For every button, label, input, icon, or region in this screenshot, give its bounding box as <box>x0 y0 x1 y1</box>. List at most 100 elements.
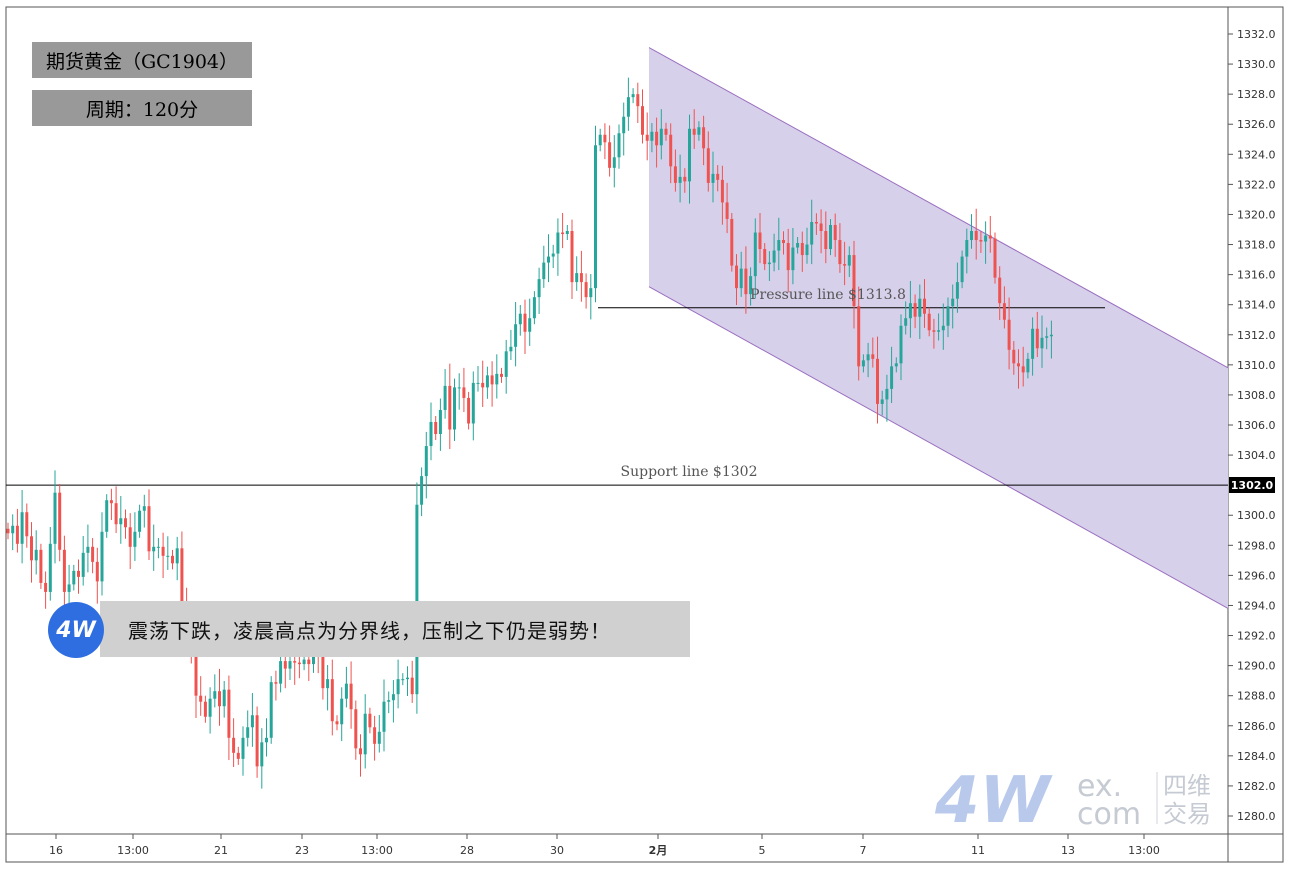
candle-body <box>810 221 814 245</box>
candle-body <box>955 282 959 299</box>
candle-body <box>805 244 809 256</box>
watermark-ex: ex. <box>1077 769 1122 804</box>
candle-body <box>899 325 903 364</box>
candle-body <box>556 232 560 254</box>
candle-body <box>871 354 875 359</box>
current-price-label: 1302.0 <box>1231 479 1274 492</box>
y-tick-label: 1304.0 <box>1237 449 1276 462</box>
candle-body <box>678 176 682 183</box>
candle-body <box>410 677 414 695</box>
candle-body <box>105 500 109 532</box>
candle-body <box>598 134 602 146</box>
candle-body <box>829 224 832 250</box>
candle-body <box>326 679 330 689</box>
candle-body <box>420 476 424 505</box>
candle-body <box>194 652 198 696</box>
candle-body <box>763 249 767 265</box>
candle-body <box>631 94 635 98</box>
candle-body <box>523 313 527 332</box>
instrument-title: 期货黄金（GC1904） <box>32 42 252 78</box>
candle-body <box>406 677 409 680</box>
candle-body <box>1049 334 1053 337</box>
candle-body <box>838 240 842 265</box>
chart-frame <box>5 6 1284 863</box>
candle-body <box>457 387 461 389</box>
candle-body <box>1035 328 1039 349</box>
candle-body <box>1021 366 1025 373</box>
candle-body <box>974 231 978 241</box>
candle-body <box>48 543 52 592</box>
y-tick-label: 1312.0 <box>1237 329 1276 342</box>
candle-body <box>39 549 43 583</box>
candle-body <box>274 682 278 684</box>
candle-body <box>730 218 734 266</box>
candle-body <box>847 255 851 266</box>
candle-body <box>551 253 555 257</box>
candle-body <box>203 701 207 717</box>
candle-body <box>970 231 973 241</box>
candle-body <box>608 142 612 168</box>
watermark-cn-bottom: 交易 <box>1163 800 1211 828</box>
candle-body <box>927 313 931 331</box>
candle-body <box>979 240 983 242</box>
candle-body <box>15 525 19 544</box>
candle-body <box>744 268 748 295</box>
candle-body <box>335 721 339 725</box>
candle-body <box>133 531 137 547</box>
candle-body <box>650 131 654 141</box>
candle-body <box>387 700 391 702</box>
y-tick-label: 1280.0 <box>1237 810 1276 823</box>
candle-body <box>44 582 48 592</box>
candle-body <box>467 397 471 424</box>
channel-lower-line <box>648 286 1229 609</box>
y-tick-label: 1326.0 <box>1237 118 1276 131</box>
candle-body <box>861 360 865 367</box>
candle-body <box>645 134 649 141</box>
candle-body <box>152 546 156 552</box>
candle-body <box>904 318 908 326</box>
candle-body <box>617 133 621 158</box>
x-tick-label: 13:00 <box>1128 844 1160 857</box>
candle-body <box>138 510 142 532</box>
candle-body <box>951 298 955 307</box>
candle-body <box>819 223 823 232</box>
candle-body <box>1031 328 1035 359</box>
y-tick-label: 1306.0 <box>1237 419 1276 432</box>
candle-body <box>565 231 569 235</box>
candle-body <box>100 531 104 582</box>
candle-body <box>81 552 85 577</box>
candle-body <box>1017 363 1020 367</box>
candle-body <box>885 388 889 400</box>
y-tick-label: 1324.0 <box>1237 148 1276 161</box>
candle-body <box>25 512 29 537</box>
candle-body <box>946 306 950 326</box>
candle-body <box>180 548 184 610</box>
x-tick-label: 7 <box>860 844 867 857</box>
candle-body <box>269 682 273 738</box>
candle-body <box>53 492 57 544</box>
candle-body <box>890 366 894 389</box>
candle-body <box>692 128 696 135</box>
candle-body <box>603 134 607 143</box>
candle-body <box>791 247 795 271</box>
candle-body <box>171 555 174 564</box>
candle-body <box>739 268 743 289</box>
candle-body <box>227 689 231 738</box>
candle-body <box>758 232 762 250</box>
candle-body <box>250 715 254 728</box>
candle-body <box>664 128 668 135</box>
watermark-cn-top: 四维 <box>1163 772 1211 800</box>
y-tick-label: 1282.0 <box>1237 780 1276 793</box>
candle-body <box>443 385 447 410</box>
candle-body <box>199 695 203 702</box>
candle-body <box>124 518 127 528</box>
candle-body <box>706 148 710 183</box>
candle-body <box>913 303 917 317</box>
candle-body <box>509 346 513 352</box>
candle-body <box>434 421 438 435</box>
candle-body <box>622 116 626 134</box>
candle-body <box>6 528 10 534</box>
candle-body <box>612 157 616 168</box>
y-tick-label: 1328.0 <box>1237 88 1276 101</box>
